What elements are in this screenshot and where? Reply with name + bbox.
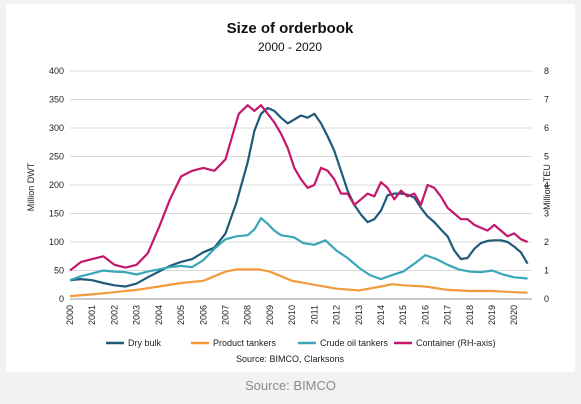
x-tick-label: 2000: [65, 305, 75, 325]
y-tick-label: 400: [49, 66, 64, 76]
series-line-crude-oil-tankers: [69, 217, 528, 282]
legend-label: Crude oil tankers: [320, 338, 389, 348]
x-tick-label: 2020: [509, 305, 519, 325]
x-tick-label: 2016: [420, 305, 430, 325]
x-tick-label: 2006: [198, 305, 208, 325]
x-tick-label: 2014: [376, 305, 386, 325]
y-tick-label: 250: [49, 152, 64, 162]
y-tick-label: 150: [49, 209, 64, 219]
y-tick-label: 300: [49, 123, 64, 133]
y2-tick-label: 5: [544, 152, 549, 162]
x-tick-label: 2008: [243, 305, 253, 325]
y2-tick-label: 3: [544, 209, 549, 219]
y2-tick-label: 8: [544, 66, 549, 76]
right-axis-label: Million TEU: [542, 164, 552, 210]
x-tick-label: 2005: [176, 305, 186, 325]
y-tick-label: 50: [54, 266, 64, 276]
y2-tick-label: 2: [544, 237, 549, 247]
y2-tick-label: 1: [544, 266, 549, 276]
x-tick-label: 2007: [220, 305, 230, 325]
y-tick-label: 350: [49, 95, 64, 105]
y2-tick-label: 7: [544, 95, 549, 105]
y-tick-label: 100: [49, 237, 64, 247]
x-tick-label: 2018: [465, 305, 475, 325]
legend-label: Dry bulk: [128, 338, 162, 348]
chart-subtitle: 2000 - 2020: [258, 40, 322, 54]
y2-tick-label: 0: [544, 294, 549, 304]
x-tick-label: 2011: [309, 305, 319, 324]
x-tick-label: 2013: [354, 305, 364, 325]
chart-source: Source: BIMCO, Clarksons: [236, 354, 345, 364]
y-tick-label: 0: [59, 294, 64, 304]
x-tick-label: 2001: [87, 305, 97, 325]
legend: Dry bulk Product tankers Crude oil tankers…: [106, 338, 496, 348]
image-caption: Source: BIMCO: [244, 378, 337, 393]
chart-title: Size of orderbook: [227, 20, 354, 37]
chart-figure: Size of orderbook 2000 - 2020 0 50 100 150 2…: [6, 4, 575, 372]
x-tick-label: 2002: [109, 305, 119, 325]
series-line-container-rh-axis: [69, 104, 529, 272]
y-tick-label: 200: [49, 180, 64, 190]
x-tick-label: 2019: [487, 305, 497, 325]
x-tick-label: 2004: [154, 305, 164, 325]
legend-label: Container (RH-axis): [416, 338, 496, 348]
legend-label: Product tankers: [213, 338, 277, 348]
series-lines: [69, 104, 529, 298]
y2-tick-label: 6: [544, 123, 549, 133]
x-tick-label: 2015: [398, 305, 408, 325]
x-tick-label: 2009: [265, 305, 275, 325]
left-axis-ticks: 0 50 100 150 200 250 300 350 400: [49, 66, 64, 304]
x-tick-label: 2003: [132, 305, 142, 325]
gridlines: [70, 70, 532, 300]
series-line-dry-bulk: [69, 106, 529, 288]
y2-tick-label: 4: [544, 180, 549, 190]
x-tick-label: 2012: [332, 305, 342, 325]
series-line-product-tankers: [69, 268, 528, 298]
x-tick-label: 2010: [287, 305, 297, 325]
right-axis-ticks: 0 1 2 3 4 5 6 7 8: [544, 66, 549, 304]
left-axis-label: Million DWT: [26, 162, 36, 211]
x-tick-label: 2017: [443, 305, 453, 325]
x-axis-ticks: 2000 2001 2002 2003 2004 2005 2006 2007 2008 2009…: [65, 305, 519, 325]
